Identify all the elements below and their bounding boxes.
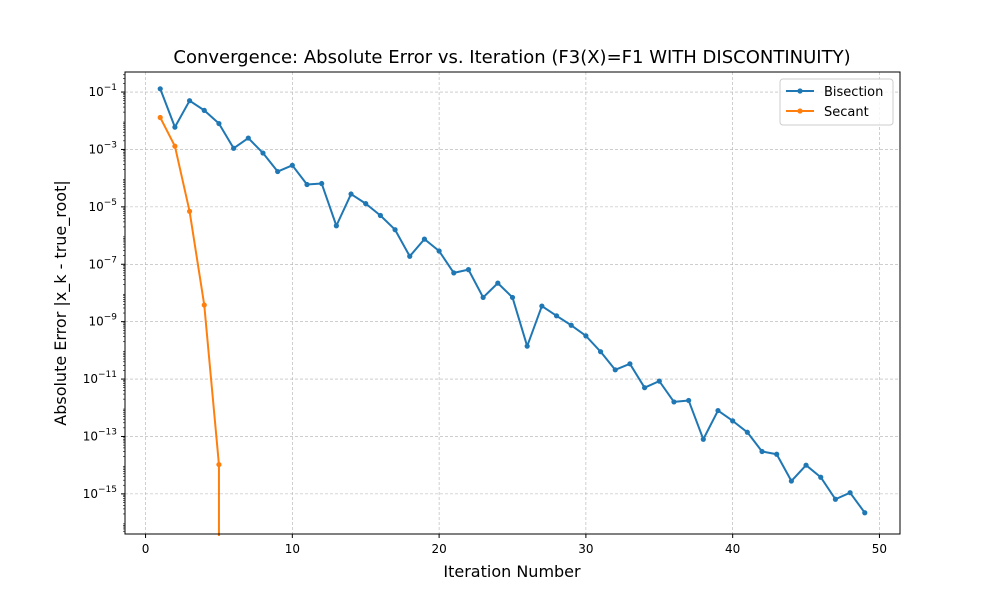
y-tick-label: 10−3 (88, 140, 117, 156)
data-point-bisection (524, 343, 530, 349)
data-point-bisection (333, 223, 339, 229)
y-tick-label-exponent: −7 (104, 255, 117, 265)
data-point-bisection (392, 227, 398, 233)
data-point-bisection (377, 212, 383, 219)
data-point-bisection (583, 333, 589, 339)
data-point-secant (157, 114, 163, 121)
data-point-bisection (157, 86, 163, 92)
data-point-bisection (319, 180, 325, 187)
data-point-bisection (495, 280, 501, 286)
y-tick-label-base: 10 (88, 257, 103, 271)
data-point-bisection (245, 135, 251, 141)
data-point-bisection (436, 248, 442, 254)
data-point-bisection (642, 385, 648, 391)
data-point-bisection (803, 462, 809, 468)
y-tick-label-exponent: −1 (104, 83, 117, 93)
y-axis-label: Absolute Error |x_k - true_root| (51, 180, 71, 425)
y-tick-label-exponent: −13 (98, 427, 117, 437)
y-tick-label-base: 10 (83, 372, 98, 386)
data-point-bisection (774, 451, 780, 457)
data-point-secant (186, 208, 193, 214)
data-point-bisection (407, 253, 413, 259)
x-axis: 0 10 20 30 40 50 (142, 534, 887, 556)
data-point-bisection (509, 294, 516, 301)
data-point-bisection (304, 181, 310, 188)
data-point-bisection (465, 267, 472, 273)
data-point-bisection (627, 361, 633, 367)
x-axis-label: Iteration Number (443, 562, 581, 581)
y-tick-label: 10−15 (83, 485, 117, 501)
plot-frame (124, 71, 901, 535)
x-tick-label: 30 (578, 542, 593, 556)
legend-marker-secant (797, 108, 803, 114)
data-point-bisection (201, 107, 207, 113)
y-tick-label: 10−5 (88, 198, 117, 214)
series-lines (157, 86, 868, 536)
y-tick-label: 10−1 (88, 83, 117, 99)
data-point-bisection (862, 510, 868, 516)
y-tick-label: 10−9 (88, 313, 117, 329)
legend: Bisection Secant (779, 78, 894, 126)
y-tick-label-base: 10 (88, 85, 103, 99)
y-tick-label-base: 10 (88, 200, 103, 214)
legend-label-bisection: Bisection (824, 85, 883, 100)
data-point-bisection (231, 145, 237, 151)
x-tick-label: 20 (431, 542, 446, 556)
data-point-bisection (451, 270, 457, 276)
series-line-secant (159, 117, 220, 536)
x-tick-label: 10 (285, 542, 300, 556)
x-tick-label: 50 (872, 542, 887, 556)
y-tick-label-exponent: −9 (104, 313, 118, 323)
y-tick-label-exponent: −3 (104, 140, 117, 150)
data-point-bisection (216, 120, 222, 127)
data-point-bisection (700, 436, 706, 442)
y-tick-label-exponent: −11 (98, 370, 117, 380)
data-point-bisection (275, 168, 281, 175)
data-point-secant (201, 302, 207, 308)
data-point-bisection (715, 407, 721, 414)
y-tick-label: 10−11 (83, 370, 117, 386)
data-point-bisection (730, 418, 736, 424)
y-tick-label-base: 10 (88, 142, 103, 156)
y-tick-label-exponent: −15 (98, 485, 117, 495)
data-point-bisection (847, 490, 853, 496)
data-point-bisection (788, 478, 794, 484)
y-tick-label-base: 10 (83, 487, 98, 501)
data-point-bisection (480, 294, 486, 301)
data-point-bisection (597, 349, 604, 355)
data-point-bisection (832, 496, 839, 502)
data-point-bisection (553, 313, 560, 319)
grid (125, 72, 900, 534)
data-point-bisection (348, 191, 354, 197)
y-tick-label-exponent: −5 (104, 198, 117, 208)
data-point-bisection (260, 150, 266, 156)
data-point-bisection (686, 397, 692, 404)
data-point-bisection (186, 98, 193, 104)
data-point-bisection (612, 367, 618, 373)
data-point-bisection (818, 474, 824, 480)
data-point-bisection (421, 236, 428, 242)
data-point-bisection (759, 448, 765, 455)
legend-marker-bisection (797, 88, 803, 94)
data-point-bisection (656, 378, 662, 384)
data-point-secant (172, 143, 178, 149)
x-tick-label: 0 (142, 542, 150, 556)
data-point-bisection (539, 303, 545, 309)
y-tick-label: 10−13 (83, 427, 117, 443)
data-point-secant (216, 461, 222, 468)
chart-title: Convergence: Absolute Error vs. Iteratio… (173, 47, 850, 68)
data-point-bisection (172, 124, 178, 130)
data-point-bisection (568, 322, 574, 328)
data-point-bisection (363, 201, 369, 207)
data-point-bisection (671, 399, 677, 405)
legend-label-secant: Secant (824, 105, 869, 120)
data-point-bisection (744, 429, 750, 435)
data-point-bisection (289, 162, 295, 168)
y-tick-label-base: 10 (88, 315, 103, 329)
y-tick-label-base: 10 (83, 429, 98, 443)
y-tick-label: 10−7 (88, 255, 117, 271)
x-tick-label: 40 (725, 542, 740, 556)
